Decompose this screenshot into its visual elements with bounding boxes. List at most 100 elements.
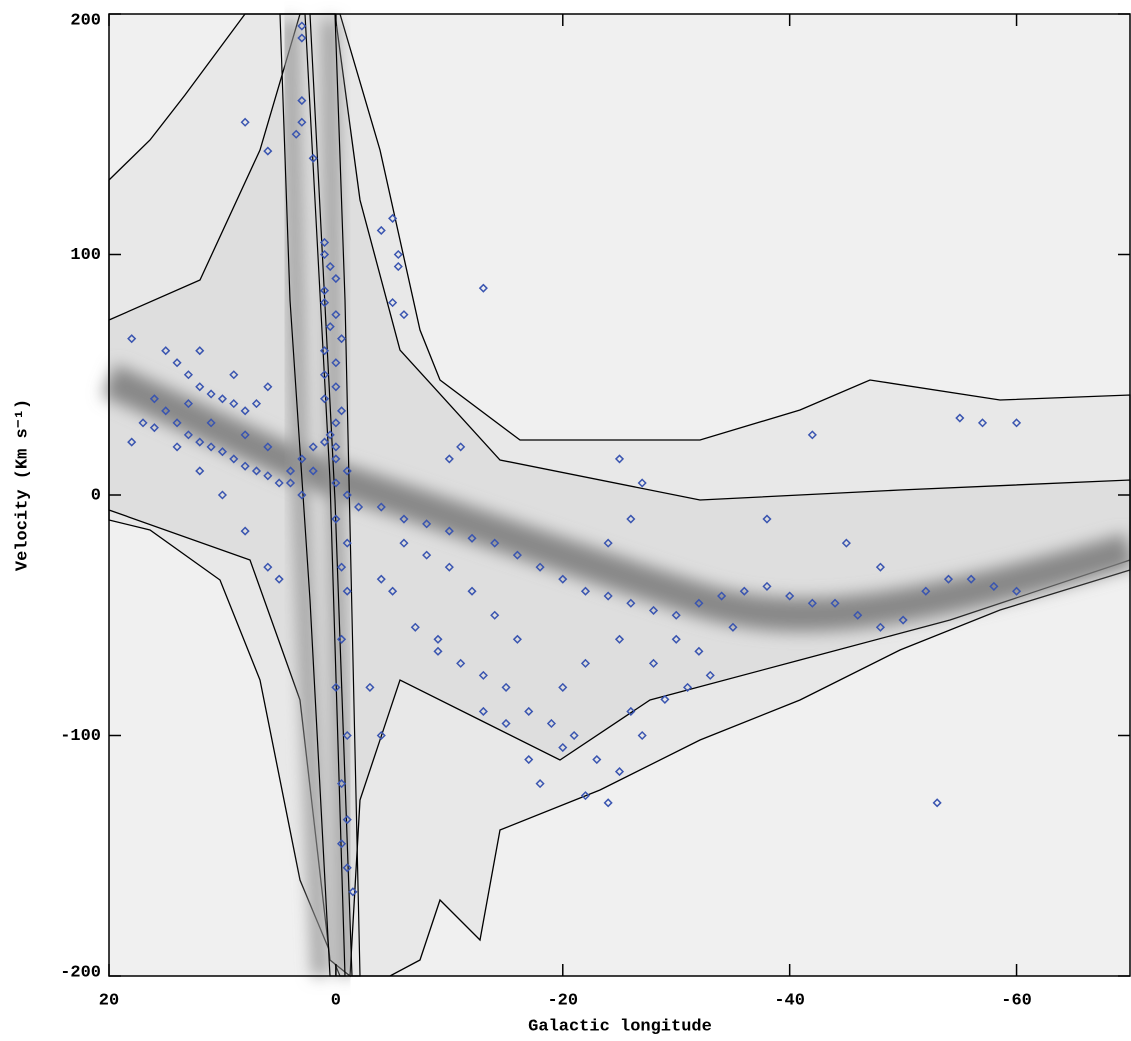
data-point bbox=[337, 839, 347, 849]
data-point bbox=[376, 574, 386, 584]
data-point bbox=[331, 382, 341, 392]
data-point bbox=[195, 346, 205, 356]
data-point bbox=[535, 779, 545, 789]
data-point bbox=[337, 562, 347, 572]
y-tick-label: 200 bbox=[70, 11, 101, 30]
data-point bbox=[376, 730, 386, 741]
data-point bbox=[932, 798, 942, 808]
data-point bbox=[694, 598, 704, 608]
data-point bbox=[388, 298, 398, 308]
data-point bbox=[671, 610, 681, 620]
data-point bbox=[138, 418, 148, 428]
data-point bbox=[410, 622, 420, 632]
data-point bbox=[172, 418, 182, 428]
data-point bbox=[603, 591, 613, 601]
data-point bbox=[217, 490, 228, 500]
data-point bbox=[240, 406, 250, 416]
data-point bbox=[467, 586, 477, 596]
data-point bbox=[444, 526, 454, 536]
data-point bbox=[331, 454, 341, 464]
data-point bbox=[841, 538, 851, 548]
data-point bbox=[762, 514, 772, 524]
data-point bbox=[785, 591, 795, 601]
data-point bbox=[285, 466, 296, 476]
data-point bbox=[705, 670, 715, 680]
data-point bbox=[807, 598, 817, 608]
data-point bbox=[648, 605, 659, 616]
data-point bbox=[637, 478, 647, 488]
data-point bbox=[342, 466, 352, 476]
data-point bbox=[955, 413, 965, 423]
data-point bbox=[354, 502, 364, 512]
data-point bbox=[433, 634, 443, 644]
data-point bbox=[172, 358, 182, 368]
data-point bbox=[1011, 586, 1022, 596]
data-point bbox=[297, 21, 307, 31]
data-point bbox=[501, 718, 511, 729]
y-tick-label: 100 bbox=[70, 246, 101, 265]
data-point bbox=[524, 706, 534, 717]
data-point bbox=[331, 418, 341, 428]
y-axis-title: Velocity (Km s⁻¹) bbox=[13, 399, 32, 571]
data-point bbox=[558, 682, 568, 692]
data-point bbox=[966, 574, 976, 584]
data-point bbox=[308, 466, 318, 476]
data-point bbox=[393, 249, 403, 260]
data-point bbox=[717, 591, 727, 601]
data-point bbox=[263, 471, 273, 481]
data-point bbox=[388, 586, 398, 596]
data-point bbox=[297, 490, 307, 500]
y-tick-label: -100 bbox=[60, 727, 101, 746]
x-axis-title: Galactic longitude bbox=[528, 1017, 712, 1036]
data-point bbox=[183, 430, 193, 440]
data-point bbox=[337, 634, 347, 644]
data-point bbox=[422, 550, 432, 560]
data-point bbox=[240, 526, 250, 536]
data-point bbox=[626, 514, 636, 524]
data-point bbox=[524, 754, 534, 765]
data-point bbox=[592, 754, 602, 765]
data-point bbox=[263, 562, 273, 572]
data-point bbox=[331, 682, 341, 692]
data-point bbox=[319, 298, 330, 308]
data-point bbox=[977, 418, 988, 428]
data-point bbox=[648, 658, 659, 668]
data-point bbox=[240, 117, 250, 127]
data-point bbox=[342, 538, 352, 548]
data-point bbox=[671, 634, 681, 644]
data-point bbox=[195, 466, 205, 476]
data-point bbox=[943, 574, 954, 584]
data-point bbox=[342, 730, 352, 741]
data-point bbox=[399, 310, 409, 320]
data-point bbox=[331, 514, 341, 524]
data-point bbox=[728, 622, 738, 632]
data-point bbox=[240, 461, 250, 471]
data-point bbox=[342, 863, 352, 873]
data-point bbox=[263, 146, 273, 156]
data-point bbox=[626, 706, 636, 717]
data-point bbox=[149, 423, 159, 433]
data-point bbox=[319, 346, 330, 356]
data-point bbox=[501, 682, 511, 692]
data-point bbox=[308, 153, 318, 163]
data-point bbox=[206, 442, 216, 452]
data-point bbox=[183, 399, 193, 409]
data-point bbox=[875, 562, 885, 572]
data-point bbox=[331, 442, 341, 452]
data-point bbox=[308, 442, 318, 452]
data-point bbox=[229, 454, 239, 464]
data-point bbox=[512, 634, 522, 644]
data-point bbox=[206, 389, 216, 399]
data-point bbox=[478, 670, 488, 680]
data-point bbox=[297, 454, 307, 464]
data-point bbox=[319, 286, 330, 296]
data-point bbox=[217, 447, 228, 457]
data-point bbox=[456, 442, 466, 452]
data-point bbox=[217, 394, 228, 404]
data-point bbox=[297, 117, 307, 127]
data-point bbox=[614, 454, 625, 464]
data-point bbox=[251, 466, 262, 476]
data-point bbox=[393, 261, 403, 272]
data-point bbox=[830, 598, 840, 608]
